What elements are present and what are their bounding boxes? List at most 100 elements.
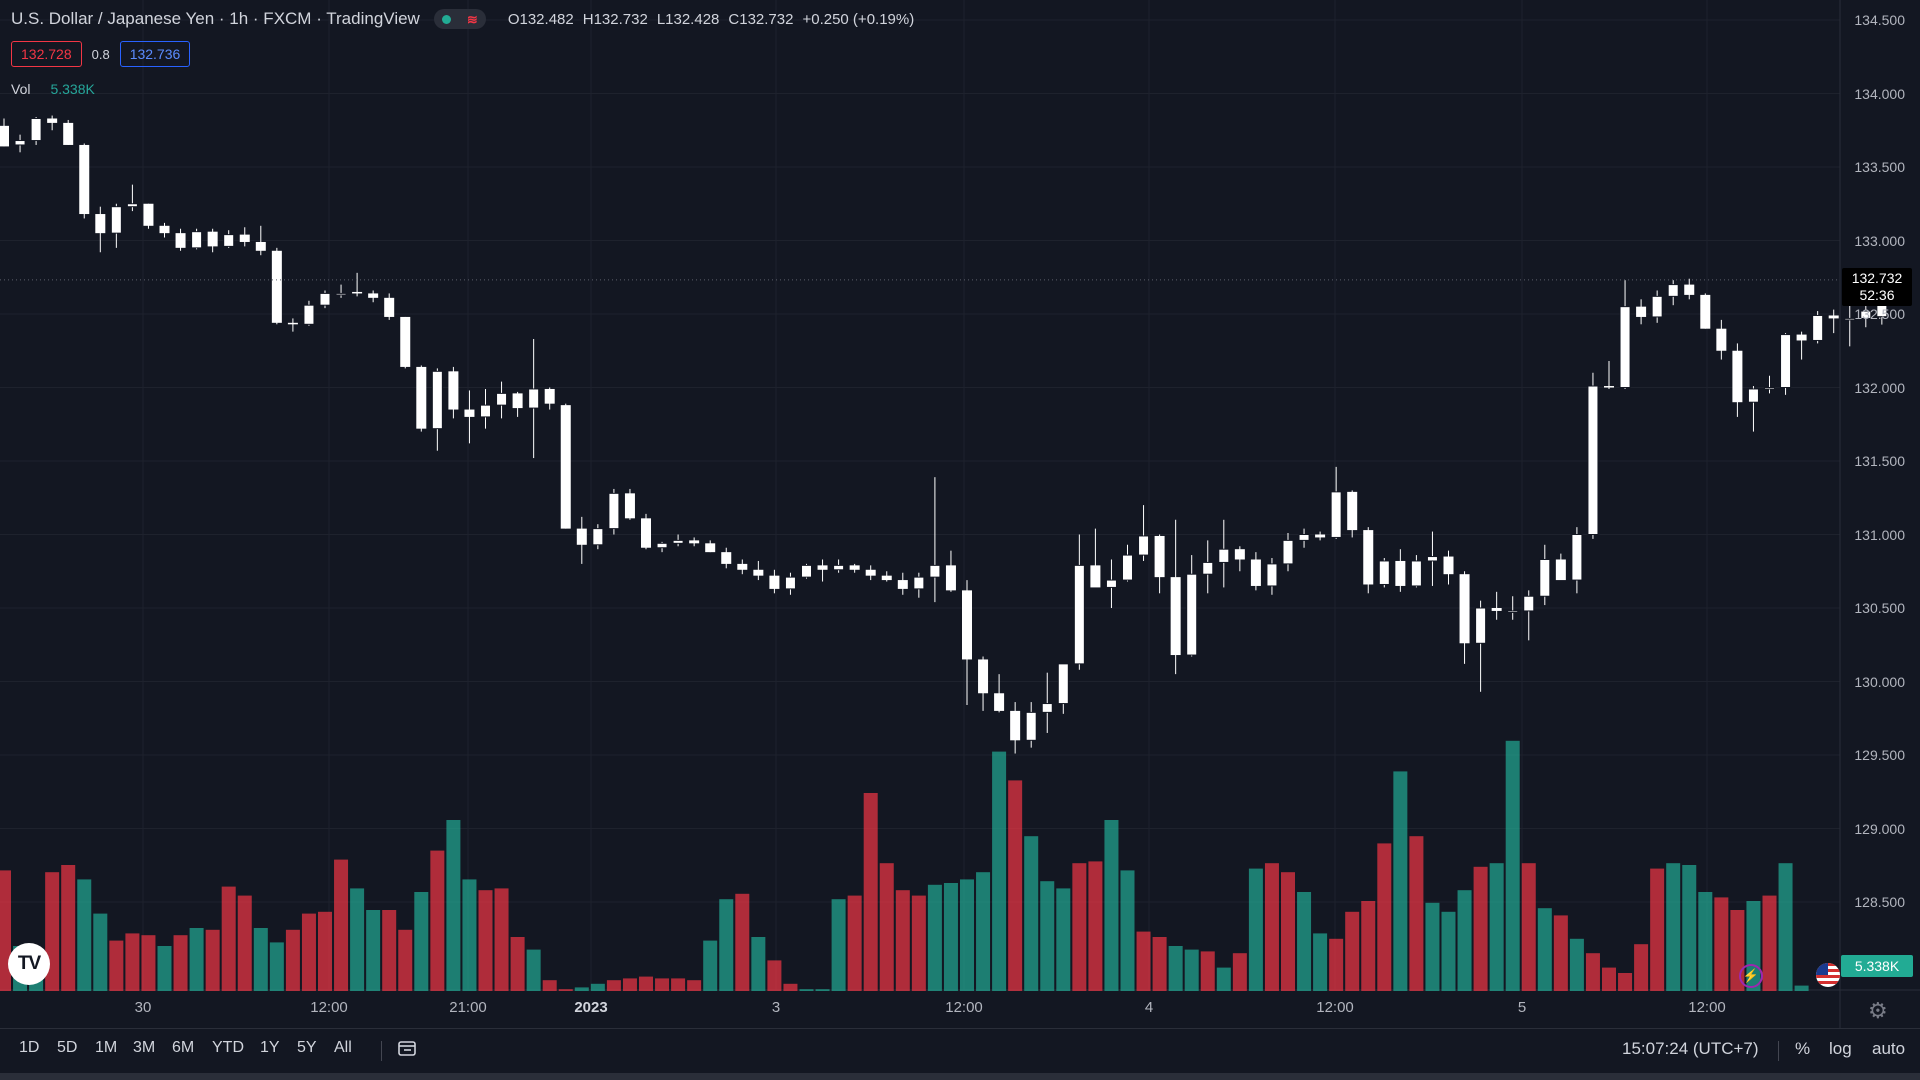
spread-value: 0.8 — [91, 46, 110, 62]
volume-bar — [301, 913, 316, 991]
candle-down — [143, 203, 154, 226]
volume-label: Vol — [11, 81, 31, 97]
candle-up — [1475, 607, 1487, 644]
candle-down — [1154, 535, 1165, 578]
timeframe-1d-button[interactable]: 1D — [19, 1039, 40, 1056]
volume-bar — [1088, 861, 1103, 991]
volume-bar — [446, 820, 461, 991]
candle-up — [480, 404, 491, 418]
volume-bar — [1329, 938, 1344, 991]
candle-up — [1266, 563, 1278, 587]
volume-bar — [1072, 863, 1087, 991]
candle-down — [1395, 560, 1406, 586]
candle-up — [1844, 317, 1856, 321]
candle-down — [512, 393, 523, 409]
candle-up — [1812, 314, 1824, 341]
volume-bar — [510, 937, 525, 991]
timeframe-5y-button[interactable]: 5Y — [297, 1039, 317, 1056]
timeframe-3m-button[interactable]: 3M — [133, 1039, 156, 1056]
volume-bar — [1505, 740, 1520, 991]
timezone-clock[interactable]: 15:07:24 (UTC+7) — [1622, 1039, 1759, 1058]
candle-down — [1250, 559, 1261, 586]
volume-bar — [1762, 895, 1777, 991]
volume-bar — [462, 879, 477, 991]
ohlc-low: L132.428 — [656, 10, 720, 28]
candle-down — [1716, 328, 1727, 351]
candle-up — [1041, 703, 1053, 713]
volume-bar — [189, 928, 204, 991]
volume-bar — [1521, 863, 1536, 991]
volume-bar — [1056, 888, 1071, 991]
market-open-icon — [441, 14, 451, 24]
candle-up — [784, 576, 796, 590]
volume-bar — [1778, 863, 1793, 991]
candle-up — [14, 140, 26, 146]
time-axis-label: 5 — [1517, 999, 1527, 1016]
volume-bar — [639, 976, 653, 991]
volume-bar — [478, 890, 493, 991]
volume-bar — [1650, 868, 1665, 991]
data-delay-icon: ≋ — [466, 11, 478, 27]
us-flag-icon[interactable] — [1816, 963, 1840, 987]
volume-bar — [350, 888, 365, 991]
timeframe-1m-button[interactable]: 1M — [95, 1039, 118, 1056]
percent-scale-button[interactable]: % — [1795, 1039, 1811, 1058]
lightning-icon[interactable]: ⚡ — [1739, 964, 1763, 988]
volume-bar — [687, 980, 702, 991]
sell-price-button[interactable]: 132.728 — [11, 41, 82, 67]
volume-bar — [382, 910, 397, 991]
volume-bar — [719, 899, 734, 991]
volume-bar — [237, 895, 252, 991]
timeframe-all-button[interactable]: All — [334, 1039, 352, 1056]
auto-scale-button[interactable]: auto — [1872, 1039, 1906, 1058]
bottom-toolbar: 1D 5D 1M 3M 6M YTD 1Y 5Y All 15:07:24 (U… — [0, 1028, 1920, 1073]
volume-bar — [1441, 911, 1456, 991]
timeframe-5d-button[interactable]: 5D — [57, 1039, 78, 1056]
bottom-edge — [0, 1073, 1920, 1080]
candle-up — [1539, 558, 1551, 597]
timeframe-6m-button[interactable]: 6M — [172, 1039, 195, 1056]
volume-legend[interactable]: Vol 5.338K — [11, 81, 95, 97]
market-status-pill[interactable]: ≋ — [433, 9, 486, 29]
volume-bar — [1393, 771, 1408, 991]
price-axis-label: 128.500 — [1854, 894, 1905, 910]
gear-icon[interactable]: ⚙ — [1868, 998, 1888, 1023]
volume-bar — [0, 870, 11, 991]
candle-down — [271, 250, 282, 323]
log-scale-button[interactable]: log — [1829, 1039, 1852, 1058]
candle-up — [1747, 388, 1759, 403]
volume-bar — [735, 893, 750, 991]
timeframe-1y-button[interactable]: 1Y — [260, 1039, 280, 1056]
volume-bar — [285, 929, 300, 991]
volume-bar — [1216, 967, 1231, 991]
candle-down — [1459, 574, 1470, 644]
candle-up — [528, 388, 540, 409]
candle-up — [335, 292, 347, 296]
candle-up — [801, 564, 812, 578]
timeframe-ytd-button[interactable]: YTD — [212, 1039, 244, 1056]
volume-bar — [205, 929, 220, 991]
candle-down — [1604, 386, 1614, 388]
bid-ask-row: 132.728 0.8 132.736 — [11, 41, 191, 67]
candle-up — [1860, 310, 1872, 319]
time-axis-label: 12:00 — [945, 999, 983, 1016]
volume-bar — [622, 978, 637, 991]
buy-price-button[interactable]: 132.736 — [119, 41, 191, 67]
candle-down — [721, 552, 732, 564]
candle-down — [849, 565, 860, 570]
volume-bar — [77, 879, 92, 991]
volume-bar — [1537, 908, 1552, 991]
volume-bar — [1040, 881, 1055, 991]
candle-down — [1315, 534, 1326, 538]
tradingview-logo-icon[interactable]: TV — [8, 943, 50, 985]
date-range-icon[interactable] — [396, 1037, 418, 1064]
candle-up — [1523, 595, 1535, 612]
symbol-title[interactable]: U.S. Dollar / Japanese Yen · 1h · FXCM ·… — [11, 9, 420, 28]
candle-up — [913, 576, 925, 590]
candle-down — [1443, 556, 1454, 575]
candle-down — [0, 125, 9, 147]
candle-up — [1138, 535, 1150, 556]
volume-bar — [1553, 915, 1568, 991]
